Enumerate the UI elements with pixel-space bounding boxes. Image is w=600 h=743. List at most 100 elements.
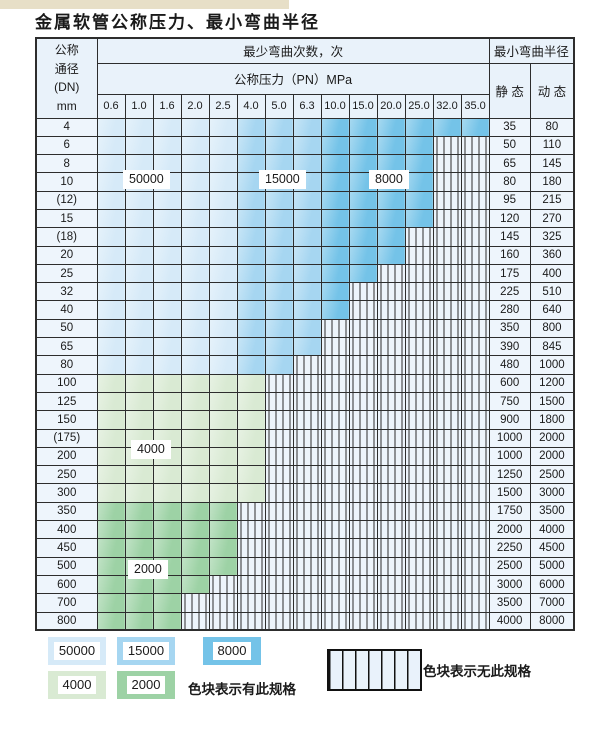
spec-cell (96, 117, 126, 137)
no-spec-cell (376, 428, 406, 448)
spec-cell (264, 154, 294, 174)
no-spec-cell (320, 593, 350, 613)
no-spec-cell (376, 520, 406, 540)
no-spec-cell (376, 538, 406, 558)
dynamic-radius-cell: 3500 (529, 501, 575, 522)
dn-cell: 80 (35, 355, 98, 375)
spec-cell (292, 318, 322, 339)
dynamic-radius-cell: 215 (529, 190, 575, 210)
overlay-label-8000: 8000 (369, 170, 409, 189)
no-spec-cell (432, 483, 462, 503)
no-spec-cell (236, 611, 266, 631)
no-spec-cell (376, 300, 406, 320)
dn-cell: 300 (35, 483, 98, 503)
page-title: 金属软管公称压力、最小弯曲半径 (35, 13, 320, 33)
spec-cell (180, 263, 210, 284)
no-spec-cell (376, 391, 406, 412)
table-row: 800 4000 8000 (35, 611, 575, 631)
spec-cell (152, 208, 182, 229)
dynamic-radius-cell: 5000 (529, 556, 575, 576)
dn-cell: 200 (35, 446, 98, 467)
static-radius-cell: 4000 (488, 611, 531, 631)
no-spec-cell (292, 483, 322, 503)
no-spec-cell (292, 538, 322, 558)
spec-cell (180, 208, 210, 229)
spec-cell (124, 300, 154, 320)
dynamic-radius-cell: 510 (529, 282, 575, 302)
dynamic-radius-cell: 1500 (529, 391, 575, 412)
pressure-header: 公称压力（PN）MPa (96, 62, 490, 95)
spec-cell (96, 373, 126, 393)
no-spec-cell (376, 263, 406, 284)
no-spec-cell (432, 282, 462, 302)
spec-cell (236, 428, 266, 448)
spec-cell (96, 501, 126, 522)
spec-cell (96, 263, 126, 284)
static-radius-cell: 1000 (488, 428, 531, 448)
spec-cell (404, 117, 434, 137)
spec-cell (96, 574, 126, 595)
dn-header-line: (DN) (54, 80, 80, 95)
table-row: 25 175 400 (35, 263, 575, 284)
spec-cell (96, 410, 126, 430)
no-spec-cell (460, 300, 490, 320)
spec-cell (124, 117, 154, 137)
spec-cell (236, 483, 266, 503)
spec-cell (208, 520, 238, 540)
dn-cell: 700 (35, 593, 98, 613)
no-spec-cell (376, 410, 406, 430)
no-spec-cell (264, 556, 294, 576)
no-spec-cell (460, 465, 490, 485)
spec-cell (460, 117, 490, 137)
spec-cell (180, 135, 210, 156)
static-radius-cell: 1250 (488, 465, 531, 485)
spec-cell (152, 501, 182, 522)
table-row: (175) 1000 2000 (35, 428, 575, 448)
dn-cell: 250 (35, 465, 98, 485)
spec-cell (264, 355, 294, 375)
dn-cell: (12) (35, 190, 98, 210)
legend-label-50000: 50000 (53, 641, 101, 661)
spec-cell (152, 318, 182, 339)
spec-cell (180, 538, 210, 558)
no-spec-cell (292, 520, 322, 540)
spec-cell (404, 172, 434, 192)
table-row: 350 1750 3500 (35, 501, 575, 522)
no-spec-cell (460, 172, 490, 192)
table-row: 20 160 360 (35, 245, 575, 265)
no-spec-cell (292, 501, 322, 522)
pressure-col-header: 15.0 (348, 93, 378, 119)
no-spec-cell (404, 318, 434, 339)
dynamic-radius-cell: 400 (529, 263, 575, 284)
dynamic-radius-cell: 7000 (529, 593, 575, 613)
spec-cell (236, 300, 266, 320)
no-spec-cell (320, 483, 350, 503)
no-spec-cell (264, 593, 294, 613)
spec-cell (152, 135, 182, 156)
spec-cell (208, 355, 238, 375)
spec-cell (376, 190, 406, 210)
spec-cell (208, 556, 238, 576)
no-spec-cell (376, 483, 406, 503)
spec-cell (124, 355, 154, 375)
no-spec-cell (348, 337, 378, 357)
spec-cell (348, 154, 378, 174)
spec-cell (96, 245, 126, 265)
no-spec-cell (376, 501, 406, 522)
no-spec-cell (320, 520, 350, 540)
table-row: 50 350 800 (35, 318, 575, 339)
static-radius-cell: 2250 (488, 538, 531, 558)
no-spec-cell (320, 318, 350, 339)
dynamic-radius-cell: 1800 (529, 410, 575, 430)
spec-cell (152, 355, 182, 375)
dn-cell: 800 (35, 611, 98, 631)
spec-cell (348, 135, 378, 156)
no-spec-cell (208, 574, 238, 595)
no-spec-cell (320, 556, 350, 576)
dn-header-line: mm (56, 98, 77, 113)
spec-cell (208, 227, 238, 247)
spec-cell (124, 318, 154, 339)
no-spec-cell (348, 483, 378, 503)
spec-cell (208, 300, 238, 320)
spec-cell (236, 282, 266, 302)
